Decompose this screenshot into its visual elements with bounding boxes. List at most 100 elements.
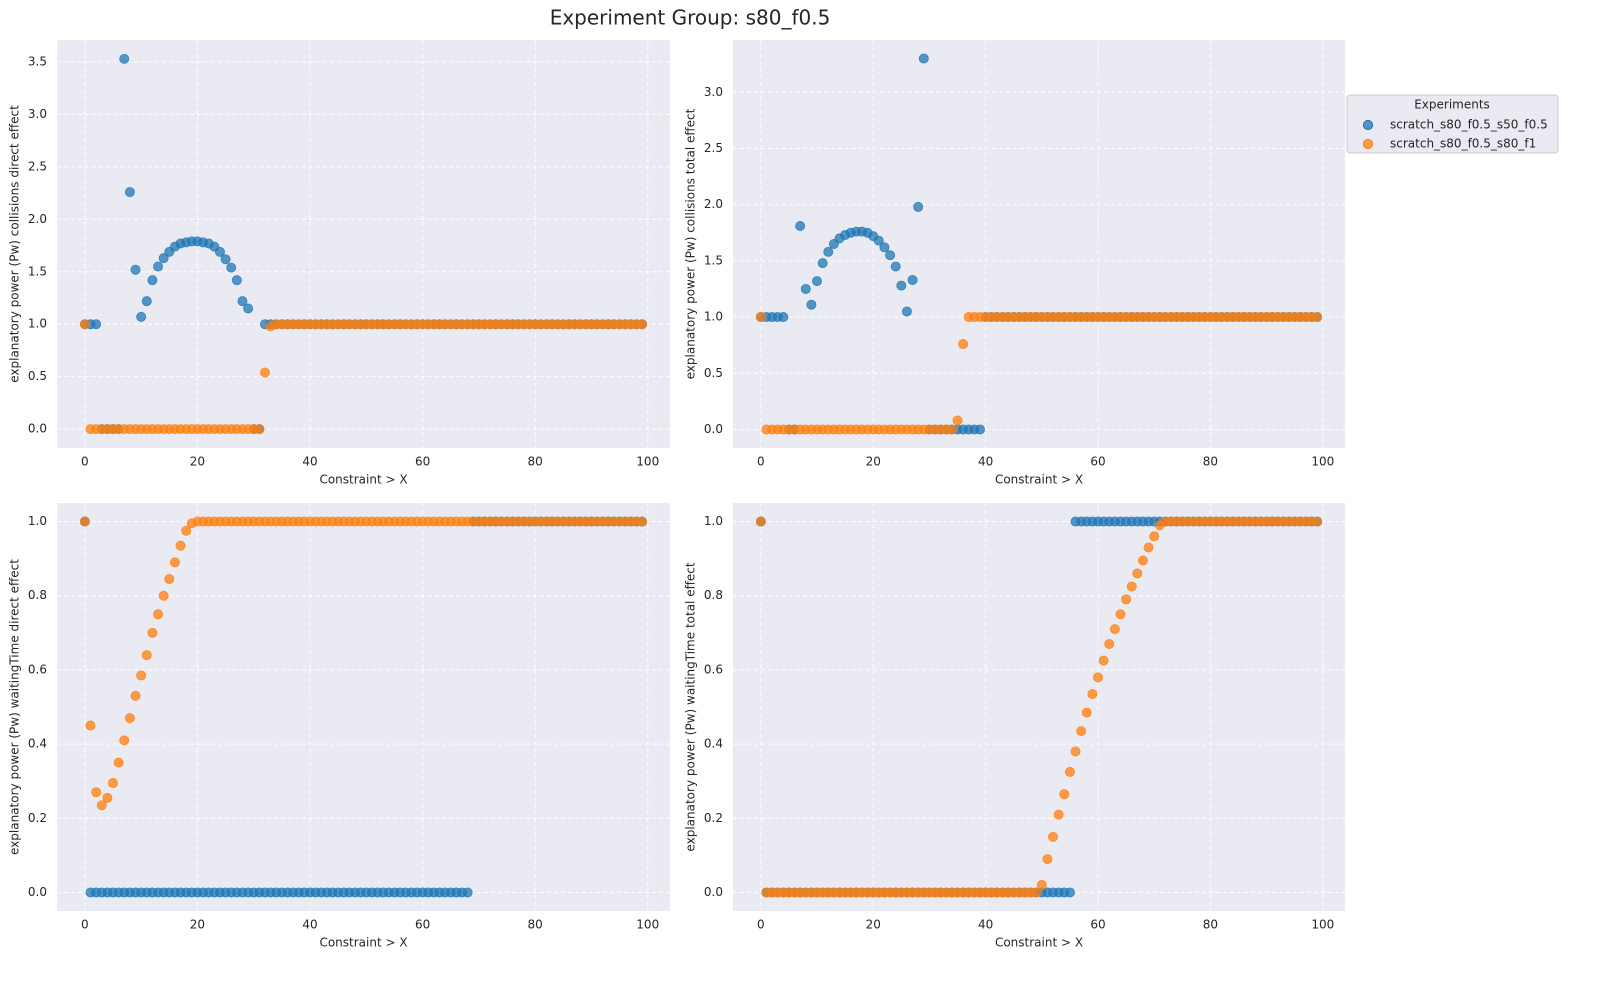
plot-area <box>57 40 670 448</box>
y-tick-label: 0.6 <box>28 662 47 676</box>
y-tick-label: 0.8 <box>28 588 47 602</box>
x-tick-label: 80 <box>1203 455 1218 469</box>
scatter-point <box>1312 516 1323 527</box>
y-tick-label: 0.5 <box>28 369 47 383</box>
x-tick-label: 40 <box>302 918 317 932</box>
subplot: 0 20 40 60 80 100 0.0 0.2 0.4 0.6 0.8 1.0 Constraint… <box>8 503 670 950</box>
scatter-point <box>901 306 912 317</box>
y-tick-label: 0.2 <box>28 811 47 825</box>
scatter-point <box>102 792 113 803</box>
legend: Experiments scratch_s80_f0.5_s50_f0.5scr… <box>1346 94 1559 154</box>
scatter-point <box>795 221 806 232</box>
x-tick-label: 60 <box>415 918 430 932</box>
scatter-point <box>214 246 225 257</box>
scatter-point <box>220 254 231 265</box>
scatter-point <box>637 319 648 330</box>
scatter-point <box>812 276 823 287</box>
scatter-point <box>1036 880 1047 891</box>
y-tick-label: 0.5 <box>704 366 723 380</box>
x-axis-label: Constraint > X <box>319 473 407 487</box>
x-axis-label: Constraint > X <box>319 936 407 950</box>
scatter-point <box>879 242 890 253</box>
scatter-point <box>1081 707 1092 718</box>
scatter-point <box>890 261 901 272</box>
x-tick-label: 100 <box>636 455 659 469</box>
scatter-point <box>243 303 254 314</box>
y-tick-label: 2.5 <box>28 159 47 173</box>
y-tick-label: 1.0 <box>704 514 723 528</box>
scatter-point <box>1098 655 1109 666</box>
scatter-point <box>1048 831 1059 842</box>
y-tick-label: 0.6 <box>704 662 723 676</box>
scatter-point <box>153 261 164 272</box>
scatter-point <box>1312 312 1323 323</box>
scatter-point <box>91 787 102 798</box>
scatter-point <box>1031 887 1042 898</box>
legend-marker <box>1362 119 1374 131</box>
scatter-point <box>896 280 907 291</box>
y-tick-label: 1.0 <box>28 514 47 528</box>
x-tick-label: 20 <box>866 918 881 932</box>
y-axis-label: explanatory power (Pw) waitingTime total… <box>684 562 698 851</box>
y-axis-label: explanatory power (Pw) collisions total … <box>684 108 698 379</box>
scatter-point <box>259 367 270 378</box>
scatter-point <box>141 296 152 307</box>
x-tick-label: 80 <box>1203 918 1218 932</box>
x-tick-label: 20 <box>866 455 881 469</box>
scatter-point <box>169 557 180 568</box>
y-tick-label: 2.5 <box>704 141 723 155</box>
x-tick-label: 0 <box>757 455 765 469</box>
y-tick-label: 3.5 <box>28 55 47 69</box>
x-tick-label: 60 <box>415 455 430 469</box>
scatter-point <box>1109 624 1120 635</box>
scatter-point <box>1093 672 1104 683</box>
scatter-point <box>108 778 119 789</box>
scatter-point <box>946 424 957 435</box>
x-axis-label: Constraint > X <box>995 936 1083 950</box>
scatter-point <box>119 53 130 64</box>
scatter-point <box>885 250 896 261</box>
scatter-point <box>637 516 648 527</box>
scatter-point <box>158 253 169 264</box>
scatter-point <box>254 424 265 435</box>
x-tick-label: 0 <box>757 918 765 932</box>
legend-title: Experiments <box>1414 98 1490 112</box>
scatter-point <box>1064 887 1075 898</box>
scatter-point <box>130 264 141 275</box>
scatter-point <box>1087 689 1098 700</box>
scatter-point <box>158 590 169 601</box>
scatter-point <box>755 312 766 323</box>
y-tick-label: 3.0 <box>704 85 723 99</box>
scatter-point <box>800 283 811 294</box>
scatter-point <box>958 339 969 350</box>
y-tick-label: 2.0 <box>28 212 47 226</box>
x-tick-label: 100 <box>1311 455 1334 469</box>
scatter-point <box>1143 542 1154 553</box>
x-tick-label: 0 <box>81 455 89 469</box>
scatter-point <box>164 574 175 585</box>
scatter-point <box>130 690 141 701</box>
scatter-point <box>226 262 237 273</box>
scatter-point <box>974 424 985 435</box>
x-tick-label: 20 <box>190 918 205 932</box>
scatter-point <box>124 187 135 198</box>
y-tick-label: 0.0 <box>704 885 723 899</box>
scatter-point <box>913 201 924 212</box>
scatter-point <box>907 274 918 285</box>
y-tick-label: 0.0 <box>704 422 723 436</box>
scatter-point <box>1070 746 1081 757</box>
y-tick-label: 1.5 <box>28 264 47 278</box>
plot-area <box>57 503 670 911</box>
x-tick-label: 40 <box>302 455 317 469</box>
x-tick-label: 20 <box>190 455 205 469</box>
scatter-point <box>79 516 90 527</box>
x-axis-label: Constraint > X <box>995 473 1083 487</box>
scatter-point <box>147 627 158 638</box>
plot-area <box>733 40 1345 448</box>
scatter-point <box>181 525 192 536</box>
scatter-point <box>136 311 147 322</box>
y-tick-label: 1.0 <box>28 317 47 331</box>
x-tick-label: 100 <box>1311 918 1334 932</box>
scatter-point <box>1076 726 1087 737</box>
